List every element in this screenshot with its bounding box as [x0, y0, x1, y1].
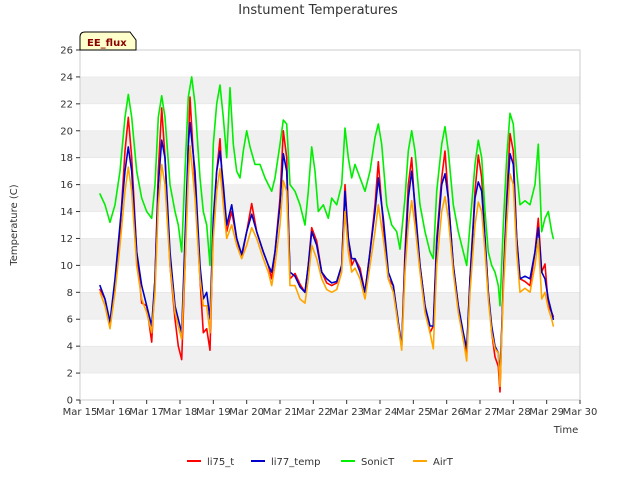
- grid-band: [80, 319, 580, 347]
- chart-title: Instument Temperatures: [238, 3, 398, 18]
- y-tick-label: 22: [60, 99, 73, 110]
- y-tick-label: 24: [60, 72, 73, 83]
- y-tick-label: 18: [60, 153, 73, 164]
- y-tick-label: 16: [60, 180, 73, 191]
- x-tick-label: Mar 24: [363, 407, 398, 418]
- legend-label: AirT: [433, 457, 454, 468]
- y-tick-label: 0: [67, 396, 73, 407]
- x-tick-label: Mar 23: [329, 407, 364, 418]
- grid-band: [80, 76, 580, 104]
- series-layer: [99, 76, 555, 393]
- legend: li75_t li77_temp SonicT AirT: [187, 457, 454, 468]
- legend-label: li77_temp: [271, 457, 320, 468]
- x-tick-label: Mar 19: [196, 407, 231, 418]
- y-tick-label: 26: [60, 46, 73, 57]
- x-tick-label: Mar 29: [529, 407, 564, 418]
- legend-label: li75_t: [207, 457, 234, 468]
- grid-band: [80, 238, 580, 266]
- y-tick-label: 4: [67, 342, 73, 353]
- y-tick-label: 6: [67, 315, 73, 326]
- grid-band: [80, 373, 580, 400]
- series-line-sonict: [99, 76, 555, 307]
- badge-background: [79, 31, 137, 51]
- x-tick-label: Mar 18: [163, 407, 198, 418]
- x-tick-label: Mar 20: [229, 407, 264, 418]
- x-tick-label: Mar 21: [263, 407, 298, 418]
- grid-band: [80, 103, 580, 131]
- x-tick-label: Mar 16: [96, 407, 131, 418]
- x-tick-label: Mar 22: [296, 407, 331, 418]
- y-tick-label: 12: [60, 234, 73, 245]
- x-axis-label: Time: [553, 425, 578, 436]
- x-tick-label: Mar 17: [129, 407, 164, 418]
- x-tick-label: Mar 28: [496, 407, 531, 418]
- y-tick-label: 8: [67, 288, 73, 299]
- grid-band: [80, 346, 580, 374]
- ee-flux-badge: EE_flux: [79, 31, 137, 51]
- grid-band: [80, 50, 580, 77]
- y-axis-label: Temperature (C): [9, 184, 20, 266]
- grid-band: [80, 292, 580, 320]
- badge-label: EE_flux: [87, 38, 127, 49]
- plot-area-border: [79, 49, 581, 401]
- x-tick-label: Mar 25: [396, 407, 431, 418]
- legend-label: SonicT: [361, 457, 395, 468]
- x-tick-label: Mar 27: [463, 407, 498, 418]
- y-tick-label: 10: [60, 261, 73, 272]
- series-line-airt: [99, 144, 555, 388]
- grid-band: [80, 211, 580, 239]
- x-tick-label: Mar 30: [563, 407, 598, 418]
- y-tick-label: 14: [60, 207, 73, 218]
- x-tick-label: Mar 15: [63, 407, 98, 418]
- x-tick-label: Mar 26: [429, 407, 464, 418]
- y-tick-label: 2: [67, 369, 73, 380]
- grid-band: [80, 130, 580, 158]
- y-tick-label: 20: [60, 126, 73, 137]
